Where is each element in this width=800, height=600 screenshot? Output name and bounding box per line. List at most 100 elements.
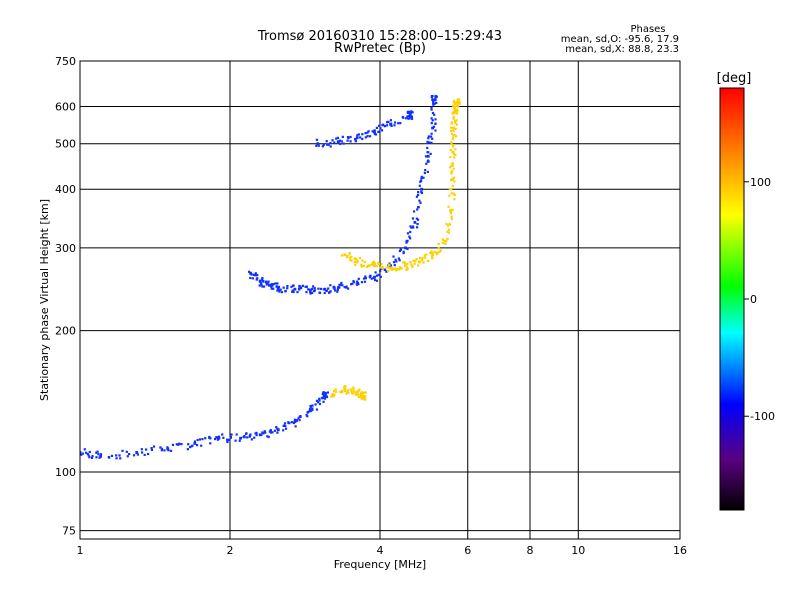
x-tick-label: 8 bbox=[527, 544, 534, 557]
data-point bbox=[451, 164, 454, 167]
data-point bbox=[379, 270, 382, 273]
data-point bbox=[448, 166, 452, 169]
data-point bbox=[305, 285, 308, 288]
data-point bbox=[315, 144, 318, 147]
data-point bbox=[430, 117, 433, 120]
data-point bbox=[288, 422, 291, 425]
y-tick-label: 100 bbox=[55, 466, 76, 479]
data-point bbox=[339, 283, 342, 286]
data-point bbox=[336, 290, 339, 293]
data-point bbox=[390, 124, 393, 128]
data-point bbox=[150, 447, 153, 450]
data-point bbox=[343, 286, 346, 289]
data-point bbox=[371, 130, 374, 133]
data-point bbox=[340, 389, 344, 392]
data-point bbox=[338, 283, 341, 286]
y-tick-label: 300 bbox=[55, 242, 76, 255]
data-point bbox=[249, 433, 252, 436]
data-point bbox=[363, 277, 366, 280]
data-point bbox=[251, 277, 254, 280]
data-point bbox=[325, 289, 328, 292]
data-point bbox=[150, 448, 154, 452]
data-point bbox=[329, 145, 332, 148]
data-point bbox=[305, 291, 308, 294]
data-point bbox=[413, 262, 416, 265]
data-point bbox=[283, 422, 287, 425]
data-point bbox=[453, 156, 456, 159]
data-point bbox=[404, 261, 407, 265]
y-tick-label: 75 bbox=[62, 525, 76, 538]
data-point bbox=[318, 399, 321, 402]
data-point bbox=[439, 249, 442, 252]
data-point bbox=[80, 453, 83, 456]
data-point bbox=[284, 427, 288, 430]
data-point bbox=[341, 284, 344, 287]
y-tick-label: 600 bbox=[55, 101, 76, 114]
data-point bbox=[186, 448, 189, 451]
data-point bbox=[420, 177, 423, 180]
data-point bbox=[350, 389, 353, 392]
data-point bbox=[262, 432, 265, 435]
data-point bbox=[429, 152, 432, 156]
data-point bbox=[356, 280, 359, 283]
data-point bbox=[132, 454, 136, 457]
data-point bbox=[235, 433, 238, 436]
data-point bbox=[178, 442, 181, 445]
data-point bbox=[447, 231, 450, 234]
data-point bbox=[346, 287, 350, 290]
data-point bbox=[455, 123, 458, 126]
data-point bbox=[386, 121, 389, 124]
data-point bbox=[334, 289, 337, 292]
data-point bbox=[368, 264, 371, 267]
data-point bbox=[437, 247, 440, 250]
data-point bbox=[454, 127, 457, 131]
data-point bbox=[430, 141, 433, 144]
data-point bbox=[274, 282, 277, 285]
data-point bbox=[441, 238, 444, 241]
data-point bbox=[355, 393, 358, 397]
data-point bbox=[128, 452, 131, 456]
data-point bbox=[452, 176, 456, 179]
data-point bbox=[388, 262, 391, 265]
data-point bbox=[405, 268, 408, 272]
data-point bbox=[119, 457, 122, 460]
data-point bbox=[430, 250, 433, 253]
data-point bbox=[456, 99, 459, 103]
data-point bbox=[193, 440, 196, 443]
data-point bbox=[144, 448, 148, 451]
data-point bbox=[431, 137, 434, 140]
data-point bbox=[407, 111, 410, 114]
data-point bbox=[395, 269, 398, 272]
data-point bbox=[446, 230, 449, 233]
data-point bbox=[318, 402, 322, 406]
data-point bbox=[272, 283, 275, 286]
data-point bbox=[291, 290, 294, 293]
data-point bbox=[88, 450, 91, 454]
data-point bbox=[419, 179, 423, 183]
data-point bbox=[222, 436, 225, 439]
data-point bbox=[321, 392, 324, 396]
data-point bbox=[239, 436, 242, 440]
data-point bbox=[279, 288, 282, 291]
data-point bbox=[422, 261, 425, 264]
data-point bbox=[335, 137, 338, 140]
data-point bbox=[381, 266, 384, 270]
data-point bbox=[429, 251, 432, 254]
data-point bbox=[398, 259, 401, 262]
x-tick-label: 4 bbox=[377, 544, 384, 557]
data-point bbox=[390, 268, 394, 271]
data-point bbox=[363, 395, 367, 398]
data-point bbox=[434, 129, 437, 132]
data-point bbox=[450, 178, 453, 181]
data-point bbox=[305, 414, 308, 417]
data-point bbox=[434, 118, 437, 121]
data-point bbox=[311, 407, 314, 410]
data-point bbox=[430, 95, 433, 98]
data-point bbox=[421, 257, 424, 260]
data-point bbox=[256, 277, 259, 280]
data-point bbox=[433, 250, 436, 254]
data-point bbox=[458, 101, 461, 104]
data-point bbox=[424, 155, 428, 158]
data-point bbox=[430, 106, 433, 109]
data-point bbox=[389, 266, 392, 270]
